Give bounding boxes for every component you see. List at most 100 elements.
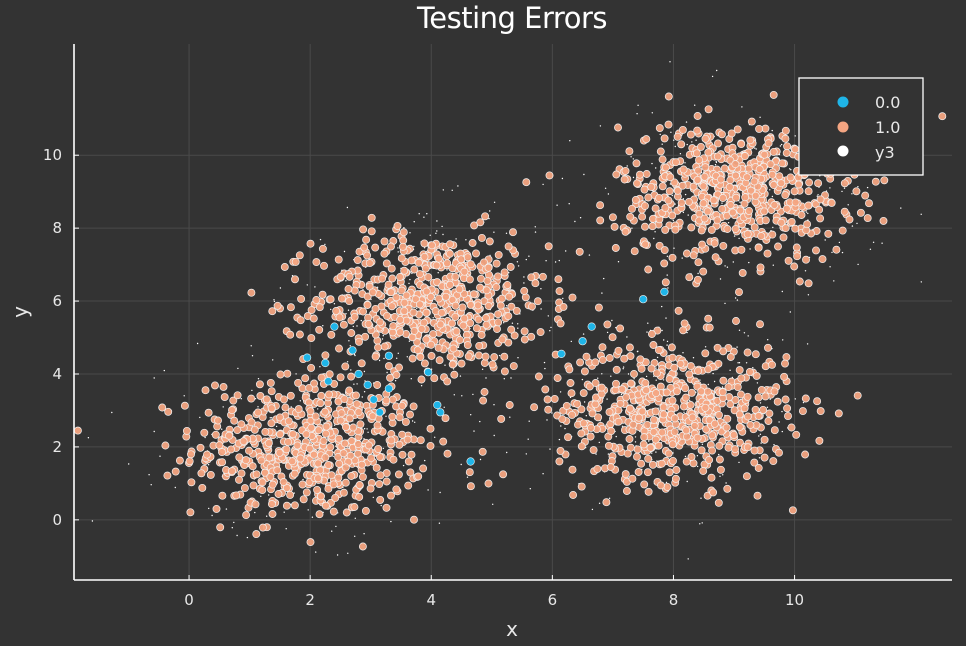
point-1-1876	[658, 155, 667, 164]
point-1-1108	[441, 292, 450, 301]
point-y3-713	[479, 458, 482, 461]
point-1-868	[554, 275, 563, 284]
point-1-1498	[543, 395, 552, 404]
point-1-1072	[286, 303, 295, 312]
point-1-1792	[699, 467, 708, 475]
point-y3-650	[756, 382, 759, 384]
point-y3-899	[682, 198, 685, 200]
point-1-453	[233, 391, 242, 400]
point-1-336	[198, 483, 207, 492]
point-y3-151	[128, 463, 130, 465]
point-1-2325	[769, 181, 778, 189]
point-y3-62	[87, 437, 90, 439]
point-y3-627	[598, 502, 601, 504]
point-1-1424	[713, 343, 722, 352]
point-1-2301	[703, 207, 712, 216]
point-1-1734	[715, 441, 724, 450]
point-y3-163	[383, 357, 385, 360]
point-y3-403	[459, 375, 462, 377]
point-1-2303	[865, 199, 873, 208]
point-1-1699	[577, 429, 586, 438]
point-y3-700	[621, 425, 624, 427]
point-1-1459	[639, 440, 648, 449]
point-1-1491	[704, 314, 713, 323]
point-1-2309	[756, 263, 765, 272]
point-y3-799	[632, 158, 634, 160]
point-1-2279	[694, 166, 703, 175]
point-y3-297	[426, 213, 428, 215]
point-y3-20	[438, 522, 441, 524]
point-1-485	[301, 374, 310, 383]
point-1-1080	[414, 258, 423, 267]
point-y3-372	[347, 309, 350, 311]
point-1-1647	[735, 423, 744, 431]
point-1-1185	[448, 360, 457, 369]
point-1-1762	[687, 452, 696, 461]
y-axis-label: y	[8, 306, 32, 318]
point-1-877	[396, 273, 404, 281]
point-1-848	[427, 351, 436, 360]
point-1-1669	[708, 446, 717, 455]
point-y3-577	[699, 379, 701, 381]
point-1-978	[247, 288, 256, 297]
point-1-449	[281, 403, 290, 412]
point-1-2342	[760, 150, 769, 159]
point-y3-469	[423, 216, 425, 218]
point-1-1590	[602, 498, 611, 507]
point-1-1154	[520, 335, 529, 344]
point-1-1763	[612, 379, 620, 388]
point-y3-362	[350, 369, 352, 371]
point-1-53	[229, 396, 238, 405]
point-y3-428	[418, 213, 420, 215]
point-1-1485	[723, 484, 732, 493]
point-1-1545	[633, 452, 641, 461]
point-1-1037	[463, 253, 472, 262]
point-y3-188	[453, 394, 455, 396]
point-1-893	[286, 330, 295, 339]
point-1-1171	[402, 291, 411, 300]
point-y3-916	[805, 211, 808, 213]
point-1-1113	[420, 252, 429, 261]
point-1-2034	[832, 245, 841, 254]
point-1-1659	[628, 474, 637, 483]
point-1-2321	[731, 224, 740, 233]
point-1-996	[496, 301, 505, 310]
point-y3-759	[701, 522, 703, 524]
point-1-2225	[628, 204, 636, 213]
point-y3-110	[315, 551, 317, 553]
point-1-668	[504, 242, 513, 251]
point-1-412	[273, 466, 282, 475]
point-1-1183	[509, 228, 517, 237]
point-y3-883	[841, 251, 844, 254]
series-0-layer	[303, 287, 669, 466]
point-y3-535	[738, 461, 740, 464]
point-y3-70	[254, 511, 256, 514]
point-y3-50	[382, 447, 385, 450]
point-y3-568	[570, 340, 572, 343]
point-1-1728	[731, 445, 740, 454]
point-1-1749	[668, 440, 677, 449]
point-1-819	[443, 259, 452, 268]
point-1-588	[394, 470, 403, 479]
point-y3-803	[843, 187, 846, 189]
point-1-726	[472, 324, 481, 333]
point-y3-494	[397, 247, 399, 249]
point-1-524	[228, 467, 236, 476]
point-1-1913	[682, 249, 691, 258]
point-1-381	[358, 542, 367, 551]
point-1-581	[267, 500, 276, 509]
point-1-654	[318, 244, 327, 253]
point-1-1603	[577, 482, 586, 491]
point-y3-367	[472, 393, 474, 396]
point-y3-818	[542, 183, 544, 186]
point-y3-672	[662, 379, 665, 381]
point-1-1919	[733, 125, 742, 134]
point-y3-97	[434, 436, 436, 438]
point-1-1429	[754, 412, 763, 420]
point-1-1604	[657, 459, 666, 468]
point-1-1687	[659, 410, 668, 419]
point-1-61	[321, 501, 330, 510]
point-y3-903	[807, 294, 810, 296]
point-y3-769	[564, 427, 566, 430]
point-y3-616	[686, 331, 688, 334]
